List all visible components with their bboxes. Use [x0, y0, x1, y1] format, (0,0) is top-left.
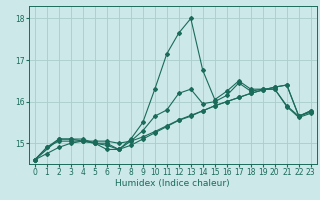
X-axis label: Humidex (Indice chaleur): Humidex (Indice chaleur) [116, 179, 230, 188]
